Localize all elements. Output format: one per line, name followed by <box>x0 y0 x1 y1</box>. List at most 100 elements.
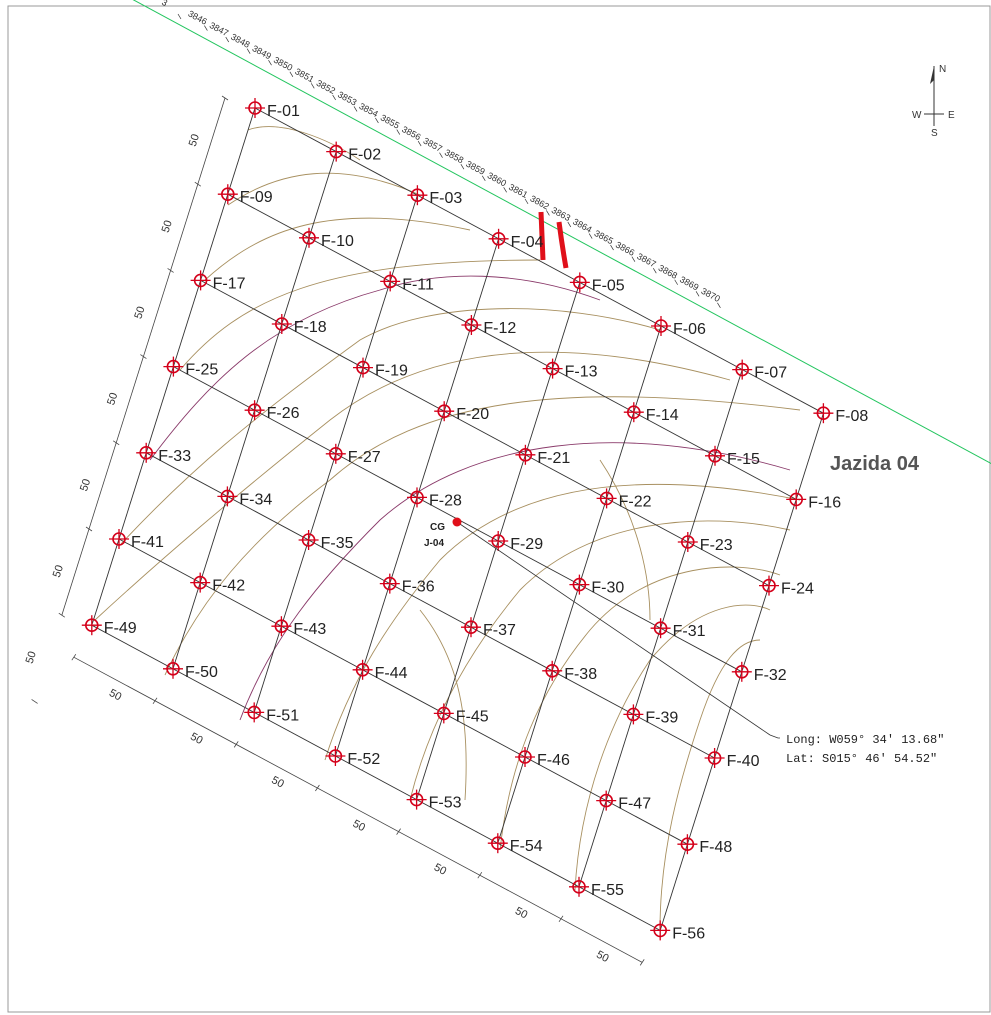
borehole-marker: F-31 <box>650 618 706 640</box>
borehole-label: F-10 <box>321 233 354 250</box>
borehole-label: F-24 <box>781 581 814 598</box>
grid-row-line <box>118 538 688 845</box>
borehole-label: F-53 <box>429 795 462 812</box>
borehole-label: F-41 <box>131 534 164 551</box>
center-point-id: J-04 <box>424 538 444 549</box>
center-point: CG J-04 <box>424 517 780 739</box>
borehole-marker: F-11 <box>380 271 434 293</box>
left-dimension-label: 50 <box>132 305 147 320</box>
station-label: 3869 <box>678 274 700 292</box>
bottom-dimension-label: 50 <box>351 818 367 834</box>
borehole-marker: F-37 <box>461 617 516 639</box>
borehole-marker: F-49 <box>81 615 137 637</box>
contour-line <box>599 459 651 621</box>
borehole-marker: F-33 <box>136 442 191 465</box>
borehole-marker: F-26 <box>244 400 300 422</box>
grid-row-line <box>145 452 715 759</box>
borehole-label: F-37 <box>483 622 516 639</box>
contour-line <box>227 172 421 206</box>
borehole-marker: F-14 <box>623 402 679 424</box>
borehole-label: F-28 <box>429 492 462 509</box>
station-label: 3846 <box>186 8 208 26</box>
grid-row-line <box>227 193 797 500</box>
borehole-label: F-33 <box>158 448 191 465</box>
borehole-marker: F-07 <box>732 359 787 382</box>
borehole-marker: F-35 <box>298 530 354 552</box>
road-stations: 3384638473848384938503851385238533854385… <box>160 0 722 309</box>
borehole-marker: F-03 <box>407 185 462 207</box>
sheet-border <box>7 5 991 1013</box>
borehole-label: F-34 <box>239 491 272 508</box>
borehole-marker: F-09 <box>217 184 273 206</box>
borehole-label: F-42 <box>212 578 245 595</box>
left-dimension-label: 50 <box>24 650 39 665</box>
borehole-marker: F-50 <box>163 658 218 681</box>
borehole-label: F-21 <box>537 450 570 467</box>
borehole-label: F-27 <box>348 449 381 466</box>
borehole-marker: F-34 <box>217 486 272 508</box>
station-label: 3852 <box>315 78 337 96</box>
borehole-label: F-20 <box>456 406 489 423</box>
borehole-marker: F-25 <box>163 356 218 379</box>
borehole-label: F-22 <box>619 493 652 510</box>
borehole-marker: F-20 <box>434 401 489 423</box>
borehole-marker: F-06 <box>651 316 706 338</box>
grid-row-line <box>254 107 824 414</box>
bottom-dimension-label: 50 <box>594 949 610 965</box>
road-centerline <box>132 0 991 464</box>
contour-line <box>204 217 471 281</box>
borehole-marker: F-10 <box>299 227 354 250</box>
station-label: 3857 <box>422 136 444 154</box>
left-dimension-label: 50 <box>51 564 66 579</box>
borehole-marker: F-55 <box>569 876 624 899</box>
grid-row-line <box>91 624 661 931</box>
borehole-marker: F-32 <box>731 661 787 684</box>
borehole-marker: F-01 <box>245 98 300 120</box>
bottom-dimension-label: 50 <box>107 687 123 703</box>
borehole-label: F-07 <box>754 365 787 382</box>
left-dimension-label: 50 <box>78 477 93 492</box>
borehole-label: F-01 <box>267 103 300 120</box>
borehole-label: F-46 <box>537 752 570 769</box>
borehole-label: F-11 <box>402 276 434 293</box>
contour-lines <box>94 126 801 931</box>
boreholes: F-01 F-02 F-03 F-04 F-05 F-06 F-07 F-08 F-09 F-10… <box>81 98 868 942</box>
station-label: 3865 <box>593 228 615 246</box>
contour-line <box>247 126 361 161</box>
contour-line <box>164 396 801 676</box>
borehole-label: F-43 <box>293 621 326 638</box>
latitude-text: Lat: S015° 46' 54.52" <box>786 752 937 766</box>
north-arrow-icon: N S W E <box>912 64 955 139</box>
borehole-label: F-40 <box>727 753 760 770</box>
contour-line <box>149 275 601 461</box>
contour-line <box>324 484 801 761</box>
borehole-marker: F-04 <box>488 228 544 251</box>
borehole-marker: F-40 <box>704 748 760 770</box>
station-label: 3856 <box>400 124 422 142</box>
borehole-marker: F-24 <box>759 575 814 598</box>
station-label: 3849 <box>251 43 273 61</box>
borehole-marker: F-56 <box>650 920 705 942</box>
left-dimension-label: 50 <box>187 133 202 148</box>
contour-line <box>94 351 731 621</box>
borehole-marker: F-21 <box>515 444 570 467</box>
contour-line <box>499 566 781 851</box>
longitude-text: Long: W059° 34' 13.68" <box>786 733 944 747</box>
borehole-marker: F-29 <box>488 531 543 553</box>
borehole-label: F-19 <box>375 363 408 380</box>
center-point-dot <box>452 517 462 527</box>
contour-line <box>179 259 541 371</box>
borehole-label: F-32 <box>754 667 787 684</box>
borehole-label: F-30 <box>591 580 624 597</box>
compass-south: S <box>931 128 938 139</box>
compass-east: E <box>948 110 955 121</box>
bottom-dimension-label: 50 <box>432 861 448 877</box>
borehole-label: F-31 <box>673 623 706 640</box>
borehole-marker: F-48 <box>677 834 732 856</box>
borehole-label: F-56 <box>672 925 705 942</box>
borehole-label: F-51 <box>266 707 299 724</box>
borehole-marker: F-51 <box>244 702 299 724</box>
station-label: 3850 <box>272 55 294 73</box>
borehole-label: F-03 <box>429 190 462 207</box>
